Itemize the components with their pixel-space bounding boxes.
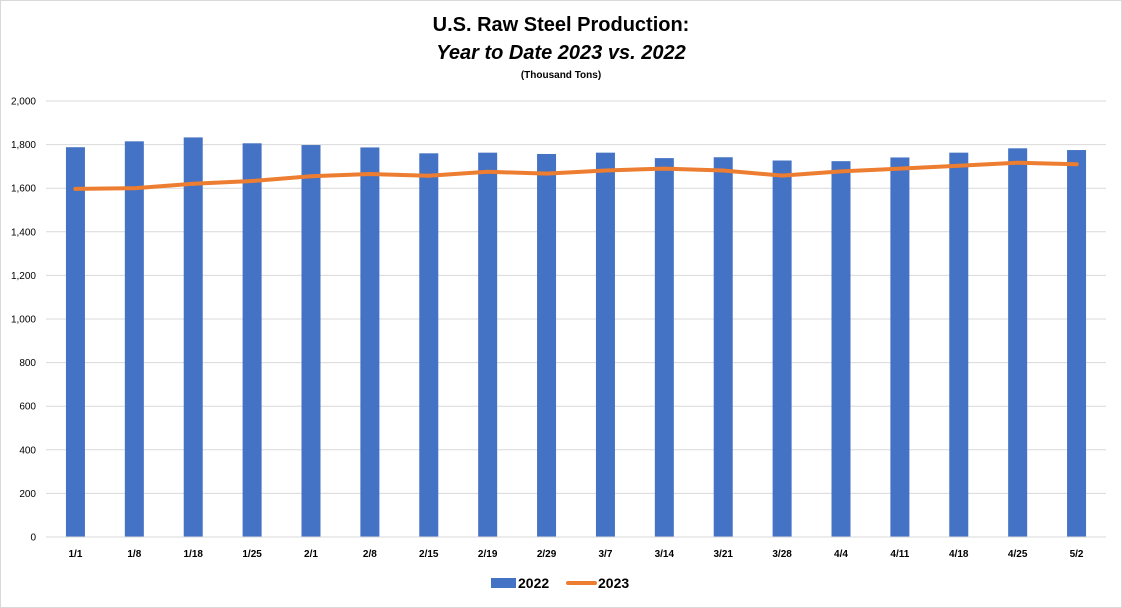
point-2023 [73, 186, 78, 191]
point-2023 [662, 166, 667, 171]
bar-2022 [124, 141, 144, 537]
point-2023 [721, 168, 726, 173]
x-tick-label: 2/19 [478, 549, 498, 560]
point-2023 [839, 169, 843, 174]
x-tick-label: 3/7 [598, 549, 612, 560]
legend-label-2022: 2022 [518, 575, 549, 591]
y-tick-label: 600 [19, 402, 36, 413]
x-tick-label: 2/29 [537, 549, 557, 560]
bar-2022 [1067, 150, 1087, 538]
bar-2022 [183, 137, 203, 537]
x-tick-label: 1/8 [127, 549, 141, 560]
legend-label-2023: 2023 [598, 575, 629, 591]
y-tick-label: 1,400 [11, 227, 36, 238]
point-2023 [309, 174, 313, 179]
y-tick-label: 1,800 [11, 140, 36, 151]
x-tick-label: 2/15 [419, 549, 439, 560]
chart-units: (Thousand Tons) [520, 70, 602, 81]
bar-2022 [949, 152, 969, 537]
point-2023 [780, 173, 785, 178]
bar-2022 [65, 147, 85, 537]
bar-2022 [595, 152, 615, 537]
x-tick-label: 4/18 [949, 549, 969, 560]
point-2023 [426, 173, 431, 178]
x-tick-label: 4/4 [834, 549, 848, 560]
point-2023 [956, 163, 961, 168]
legend-swatch-2022 [491, 578, 516, 588]
point-2023 [544, 171, 549, 176]
x-tick-label: 1/25 [242, 549, 262, 560]
bar-2022 [772, 160, 792, 538]
bar-2022 [537, 153, 557, 537]
x-tick-label: 1/1 [68, 549, 82, 560]
x-tick-label: 1/18 [183, 549, 203, 560]
x-tick-label: 3/21 [713, 549, 733, 560]
point-2023 [132, 186, 137, 191]
y-tick-label: 800 [19, 358, 36, 369]
bar-2022 [478, 152, 498, 537]
y-tick-label: 2,000 [11, 97, 36, 108]
point-2023 [250, 179, 255, 184]
chart-title: U.S. Raw Steel Production: [432, 14, 690, 36]
point-2023 [1074, 162, 1079, 167]
x-tick-label: 5/2 [1070, 549, 1084, 560]
point-2023 [485, 169, 490, 174]
x-tick-label: 2/1 [304, 549, 318, 560]
bar-2022 [419, 153, 439, 537]
bar-2022 [654, 158, 674, 537]
point-2023 [1015, 160, 1020, 165]
point-2023 [603, 168, 608, 173]
y-tick-label: 400 [19, 445, 36, 456]
bar-2022 [242, 143, 262, 538]
bar-2022 [360, 147, 380, 537]
y-tick-label: 0 [30, 533, 36, 544]
point-2023 [897, 166, 902, 171]
bar-2022 [831, 161, 851, 537]
y-tick-label: 200 [19, 489, 36, 500]
x-tick-label: 4/25 [1008, 549, 1028, 560]
y-tick-label: 1,600 [11, 184, 36, 195]
chart-subtitle: Year to Date 2023 vs. 2022 [436, 42, 686, 64]
bar-2022 [713, 157, 733, 537]
x-tick-label: 4/11 [890, 549, 909, 560]
bar-2022 [890, 157, 910, 537]
bar-2022 [301, 145, 321, 537]
x-tick-label: 3/28 [772, 549, 792, 560]
y-tick-label: 1,200 [11, 271, 36, 282]
line-2023 [73, 160, 1079, 191]
point-2023 [191, 181, 196, 186]
point-2023 [367, 172, 372, 177]
x-tick-label: 2/8 [363, 549, 377, 560]
y-tick-label: 1,000 [11, 315, 36, 326]
x-tick-label: 3/14 [655, 549, 675, 560]
bar-2022 [1008, 148, 1028, 537]
